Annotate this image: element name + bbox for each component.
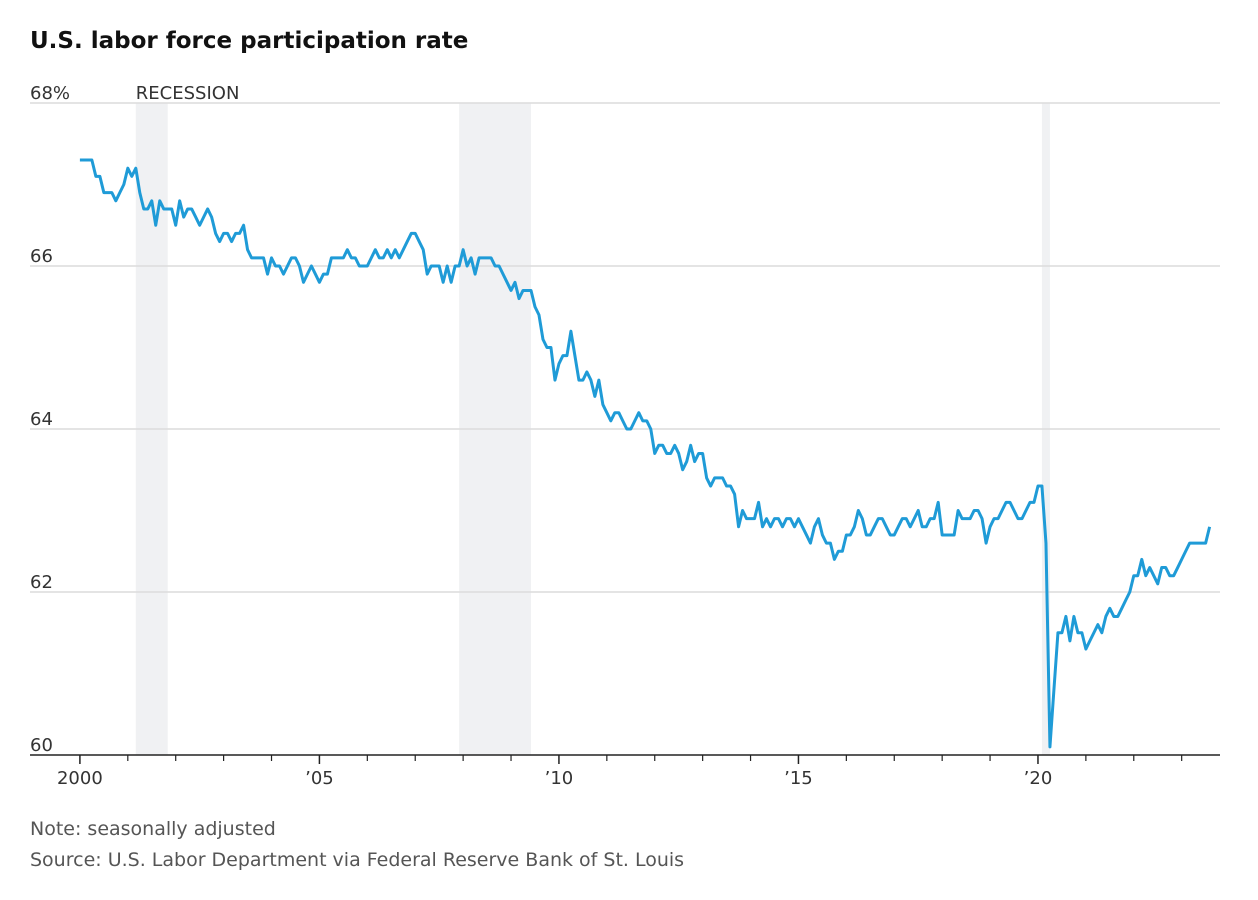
chart-title: U.S. labor force participation rate	[30, 28, 468, 54]
note: Note: seasonally adjusted	[30, 818, 276, 840]
x-tick-label: ’05	[305, 768, 334, 789]
y-tick-label: 64	[30, 409, 53, 430]
y-tick-label: 60	[30, 735, 53, 756]
y-tick-label: 66	[30, 246, 53, 267]
y-tick-label: 68%	[30, 83, 70, 104]
y-tick-label: 62	[30, 572, 53, 593]
data-line	[79, 158, 1212, 749]
x-tick-label: ’15	[784, 768, 813, 789]
x-tick-label: ’10	[545, 768, 574, 789]
recession-label: RECESSION	[136, 83, 240, 104]
source: Source: U.S. Labor Department via Federa…	[30, 849, 684, 871]
x-tick-label: ’20	[1024, 768, 1053, 789]
x-tick-label: 2000	[57, 768, 103, 789]
